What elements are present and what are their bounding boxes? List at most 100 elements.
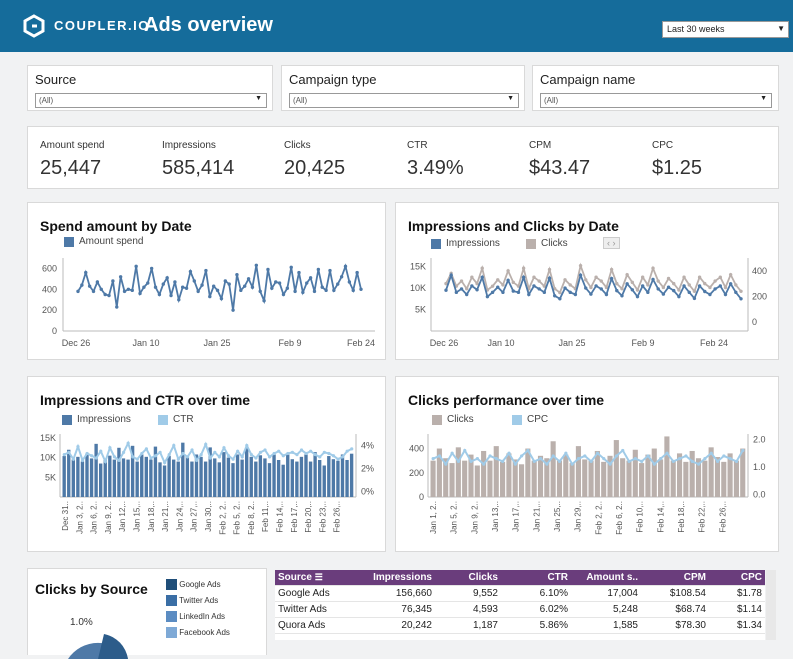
line-series-point bbox=[450, 451, 454, 455]
bar bbox=[331, 459, 336, 497]
spend-series-point bbox=[227, 282, 231, 286]
x-tick-label: Jan 9, 2.. bbox=[104, 501, 113, 534]
col-impressions[interactable]: Impressions bbox=[373, 572, 432, 583]
line-series-point bbox=[513, 462, 517, 466]
clicks-series-point bbox=[677, 288, 681, 292]
bar bbox=[658, 459, 664, 497]
legend-label: Impressions bbox=[77, 414, 131, 425]
line-series-point bbox=[557, 459, 562, 463]
table-scrollbar[interactable] bbox=[766, 570, 776, 640]
impressions-series-point bbox=[630, 288, 635, 292]
legend-item[interactable]: LinkedIn Ads bbox=[166, 609, 230, 625]
filter-campaign-name-select[interactable]: (All) ▼ bbox=[540, 93, 772, 108]
spend-series-point bbox=[95, 280, 100, 284]
clicks-series-point bbox=[697, 275, 702, 279]
date-range-select[interactable]: Last 30 weeks ▼ bbox=[662, 21, 789, 38]
col-source[interactable]: Source ☰ bbox=[275, 572, 357, 583]
line-series-point bbox=[652, 462, 656, 466]
line-series-point bbox=[163, 461, 167, 465]
legend-item[interactable]: Amount spend bbox=[64, 236, 144, 247]
filter-source-select[interactable]: (All) ▼ bbox=[35, 93, 267, 108]
cell: $108.54 bbox=[669, 588, 706, 599]
spend-series-point bbox=[99, 287, 103, 291]
legend-item[interactable]: Impressions bbox=[431, 238, 500, 249]
legend-item[interactable]: Clicks bbox=[526, 238, 568, 249]
line-series-point bbox=[304, 451, 308, 456]
impressions-series-point bbox=[609, 276, 614, 281]
line-series-point bbox=[158, 450, 162, 454]
legend-item[interactable]: CTR bbox=[158, 414, 194, 425]
cell: 17,004 bbox=[607, 588, 638, 599]
line-series-point bbox=[564, 451, 568, 455]
table-row[interactable]: Twitter Ads 76,345 4,593 6.02% 5,248 $68… bbox=[275, 602, 765, 618]
table-row[interactable]: Google Ads 156,660 9,552 6.10% 17,004 $1… bbox=[275, 586, 765, 602]
impressions-series-point bbox=[563, 286, 567, 290]
bar bbox=[240, 459, 244, 497]
table-row[interactable]: Quora Ads 20,242 1,187 5.86% 1,585 $78.3… bbox=[275, 618, 765, 634]
sort-icon[interactable]: ☰ bbox=[314, 572, 323, 582]
bar bbox=[430, 460, 436, 497]
col-ctr[interactable]: CTR bbox=[547, 572, 568, 583]
clicks-series-point bbox=[666, 276, 671, 281]
bar bbox=[199, 456, 203, 497]
spend-series-point bbox=[281, 292, 286, 297]
line-series-point bbox=[456, 459, 461, 463]
legend-item[interactable]: Twitter Ads bbox=[166, 593, 230, 609]
line-series-point bbox=[741, 448, 745, 453]
page-arrows[interactable]: ‹ › bbox=[603, 237, 620, 249]
col-amount[interactable]: Amount s.. bbox=[586, 572, 638, 583]
x-tick-label: Feb 23,.. bbox=[318, 501, 327, 533]
cell: $1.78 bbox=[736, 588, 762, 599]
clicks-series bbox=[445, 262, 742, 294]
y-tick-label: 0 bbox=[419, 492, 424, 502]
line-series-point bbox=[709, 451, 713, 455]
kpi-cpm: CPM $43.47 bbox=[529, 127, 651, 187]
line-series-point bbox=[286, 451, 290, 456]
line-series-point bbox=[494, 457, 498, 461]
bar bbox=[588, 460, 594, 497]
legend-label: Google Ads bbox=[179, 580, 221, 589]
legend-swatch bbox=[158, 414, 168, 425]
col-cpc[interactable]: CPC bbox=[740, 572, 762, 583]
bar bbox=[318, 459, 322, 497]
col-cpm[interactable]: CPM bbox=[683, 572, 706, 583]
bar bbox=[645, 454, 651, 497]
impressions-series-point bbox=[728, 282, 733, 286]
pie-slice[interactable] bbox=[98, 634, 128, 659]
legend-item[interactable]: Impressions bbox=[62, 414, 131, 425]
kpi-label: CPC bbox=[652, 140, 674, 151]
clicks-series-point bbox=[682, 275, 686, 279]
filter-campaign-type-select[interactable]: (All) ▼ bbox=[289, 93, 519, 108]
bar bbox=[172, 459, 176, 497]
clicks-series-point bbox=[692, 289, 697, 293]
spend-series-point bbox=[111, 279, 115, 283]
impressions-series-point bbox=[615, 288, 619, 293]
x-tick-label: Jan 9, 2.. bbox=[470, 501, 479, 534]
impressions-series-point bbox=[578, 273, 583, 277]
clicks-series-point bbox=[728, 272, 733, 277]
bar bbox=[474, 465, 480, 497]
line-series-point bbox=[309, 449, 313, 453]
clicks-series-point bbox=[542, 284, 547, 288]
bar bbox=[94, 443, 98, 497]
bar bbox=[349, 453, 354, 497]
kpi-strip: Amount spend 25,447 Impressions 585,414 … bbox=[27, 126, 779, 189]
col-clicks[interactable]: Clicks bbox=[468, 572, 498, 583]
bar bbox=[708, 447, 714, 497]
impressions-series-point bbox=[620, 294, 624, 298]
legend-item[interactable]: CPC bbox=[512, 414, 548, 425]
impressions-series-point bbox=[568, 290, 572, 295]
bar bbox=[272, 454, 276, 497]
legend-item[interactable]: Google Ads bbox=[166, 577, 230, 593]
x-tick-label: Jan 18,.. bbox=[147, 501, 156, 532]
legend-item[interactable]: Facebook Ads bbox=[166, 625, 230, 641]
line-series-point bbox=[117, 458, 121, 462]
spend-series-point bbox=[103, 292, 107, 297]
bar bbox=[190, 461, 194, 497]
legend-item[interactable]: Clicks bbox=[432, 414, 474, 425]
kpi-label: Clicks bbox=[284, 140, 311, 151]
impressions-series-point bbox=[708, 292, 712, 297]
x-tick-label: Feb 20,.. bbox=[304, 501, 313, 533]
x-tick-label: Jan 21,.. bbox=[532, 501, 541, 532]
impressions-series-point bbox=[490, 290, 495, 295]
